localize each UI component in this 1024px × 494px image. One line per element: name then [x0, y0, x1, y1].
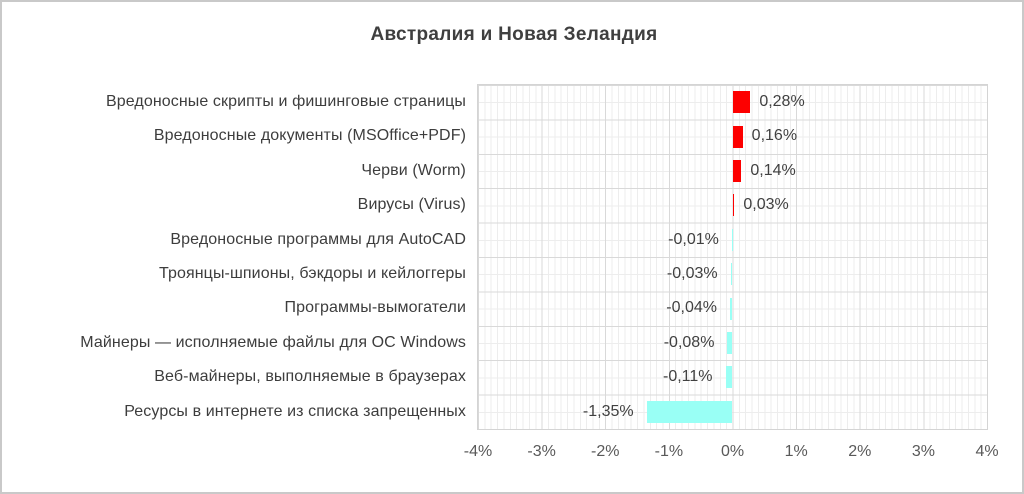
value-label: -0,04% [666, 299, 717, 317]
value-label: 0,28% [759, 93, 805, 110]
chart-title: Австралия и Новая Зеландия [370, 24, 658, 45]
category-label: Вирусы (Virus) [357, 196, 466, 214]
x-tick-label: 1% [784, 443, 808, 460]
value-label: -0,03% [666, 265, 718, 282]
bar [732, 91, 751, 114]
x-tick-label: -4% [463, 443, 493, 460]
value-label: -1,35% [582, 402, 634, 420]
x-tick-label: 2% [848, 443, 872, 460]
value-label: 0,16% [751, 127, 798, 145]
bar [730, 263, 733, 286]
bar [731, 228, 733, 251]
bar [725, 366, 733, 389]
x-tick-label: -3% [527, 443, 556, 460]
value-label: -0,11% [663, 368, 713, 386]
category-label: Веб-майнеры, выполняемые в браузерах [154, 368, 466, 386]
category-label: Вредоносные скрипты и фишинговые страниц… [105, 93, 466, 110]
category-label: Вредоносные программы для AutoCAD [170, 230, 466, 248]
bar [732, 160, 742, 182]
category-label: Майнеры — исполняемые файлы для ОС Windo… [80, 333, 466, 351]
category-label: Программы-вымогатели [284, 299, 466, 317]
category-label: Троянцы-шпионы, бэкдоры и кейлоггеры [159, 265, 466, 282]
category-label: Ресурсы в интернете из списка запрещенны… [124, 402, 466, 420]
x-tick-label: 3% [911, 443, 935, 460]
category-label: Черви (Worm) [361, 161, 466, 179]
bar [732, 194, 735, 217]
x-tick-label: 4% [975, 443, 999, 460]
x-tick-label: -2% [591, 443, 620, 460]
bar [732, 125, 743, 148]
x-tick-label: -1% [654, 443, 684, 460]
category-label: Вредоносные документы (MSOffice+PDF) [153, 127, 466, 145]
bar [727, 332, 733, 354]
x-tick-label: 0% [720, 443, 745, 460]
value-label: -0,01% [668, 230, 719, 248]
value-label: 0,03% [743, 196, 789, 214]
value-label: -0,08% [663, 333, 715, 351]
value-label: 0,14% [750, 161, 796, 179]
bar [646, 400, 733, 423]
bar [729, 297, 733, 320]
